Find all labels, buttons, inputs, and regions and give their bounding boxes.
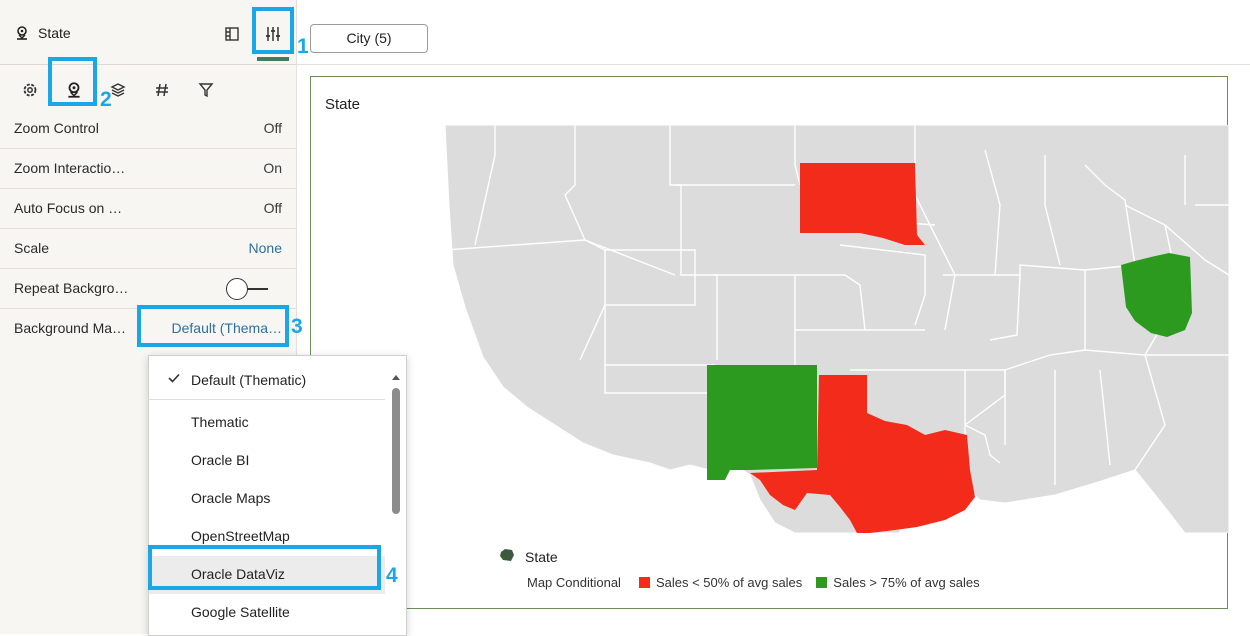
property-label: Auto Focus on … xyxy=(14,200,123,216)
panel-header: State xyxy=(0,0,296,65)
viz-title: State xyxy=(325,96,361,113)
property-label: Zoom Interactio… xyxy=(14,160,126,176)
legend-layer-label: State xyxy=(525,548,558,565)
property-row-scale[interactable]: Scale None xyxy=(0,229,296,269)
legend-layer-row: State xyxy=(499,547,558,566)
panel-title-text: State xyxy=(38,25,71,41)
option-label: Thematic xyxy=(191,414,249,430)
state-texas[interactable] xyxy=(750,375,975,533)
dropdown-option-oracle-maps[interactable]: Oracle Maps xyxy=(149,480,385,518)
callout-box-2 xyxy=(48,57,97,106)
background-map-select[interactable]: Default (Thema… xyxy=(171,320,282,336)
map-pin-icon xyxy=(14,25,30,41)
callout-number-2: 2 xyxy=(100,88,112,111)
option-label: Oracle Maps xyxy=(191,490,271,506)
map-pin-tab-icon[interactable] xyxy=(60,76,88,104)
callout-number-3: 3 xyxy=(291,315,303,338)
option-label: Default (Thematic) xyxy=(191,372,307,388)
dropdown-option-openstreetmap[interactable]: OpenStreetMap xyxy=(149,518,385,556)
scroll-up-arrow-icon[interactable] xyxy=(391,368,401,386)
filter-bar: City (5) xyxy=(296,0,1250,65)
property-value[interactable]: Off xyxy=(263,200,282,216)
state-borders xyxy=(445,125,1229,485)
layers-icon[interactable] xyxy=(104,76,132,104)
property-value[interactable]: Off xyxy=(263,120,282,136)
repeat-background-toggle[interactable] xyxy=(226,278,268,300)
callout-number-1: 1 xyxy=(297,35,309,58)
toggle-knob xyxy=(226,278,248,300)
active-tab-indicator xyxy=(257,57,289,61)
legend-swatch-low xyxy=(638,577,650,588)
background-map-dropdown[interactable]: Default (Thematic) Thematic Oracle BI Or… xyxy=(148,355,407,636)
map-visualization[interactable]: State xyxy=(310,76,1229,609)
legend-entry-low: Sales < 50% of avg sales xyxy=(655,575,803,590)
property-list: Zoom Control Off Zoom Interactio… On Aut… xyxy=(0,109,296,348)
property-row-zoom-control[interactable]: Zoom Control Off xyxy=(0,109,296,149)
property-label: Zoom Control xyxy=(14,120,99,136)
property-label: Background Ma… xyxy=(14,320,127,336)
toggle-track xyxy=(240,288,268,290)
dropdown-option-google-satellite[interactable]: Google Satellite xyxy=(149,594,385,632)
option-label: OpenStreetMap xyxy=(191,528,290,544)
filter-funnel-icon[interactable] xyxy=(192,76,220,104)
legend-entry-high: Sales > 75% of avg sales xyxy=(833,575,980,590)
state-ohio[interactable] xyxy=(1121,253,1192,337)
us-states-map[interactable] xyxy=(445,125,1229,533)
state-new-mexico[interactable] xyxy=(707,365,817,480)
property-value[interactable]: None xyxy=(248,240,282,256)
callout-number-4: 4 xyxy=(386,564,398,587)
legend-conditional-label: Map Conditional xyxy=(527,575,621,590)
property-tabs xyxy=(0,68,296,112)
number-format-hash-icon[interactable] xyxy=(148,76,176,104)
legend-conditional-row: Map Conditional Sales < 50% of avg sales… xyxy=(527,575,980,590)
checkmark-icon xyxy=(167,371,181,388)
property-label: Repeat Backgro… xyxy=(14,280,129,296)
option-label: Oracle BI xyxy=(191,452,250,468)
us-landmass xyxy=(445,125,1229,533)
property-row-auto-focus[interactable]: Auto Focus on … Off xyxy=(0,189,296,229)
legend-swatch-high xyxy=(816,577,828,588)
dropdown-option-default-thematic[interactable]: Default (Thematic) xyxy=(149,362,385,400)
property-value[interactable]: On xyxy=(263,160,282,176)
property-label: Scale xyxy=(14,240,50,256)
properties-sliders-icon[interactable] xyxy=(261,22,285,46)
dropdown-scrollbar-thumb[interactable] xyxy=(392,388,400,514)
state-south-dakota[interactable] xyxy=(800,163,925,245)
property-row-repeat-background[interactable]: Repeat Backgro… xyxy=(0,269,296,309)
option-label: Google Satellite xyxy=(191,604,290,620)
property-row-background-map[interactable]: Background Ma… Default (Thema… xyxy=(0,309,296,348)
panel-title: State xyxy=(14,25,71,41)
city-filter-pill[interactable]: City (5) xyxy=(310,24,428,53)
dropdown-separator xyxy=(149,399,385,400)
state-layer-icon xyxy=(499,547,515,566)
grammar-panel-icon[interactable] xyxy=(220,22,244,46)
callout-box-3 xyxy=(137,305,289,347)
property-row-zoom-interaction[interactable]: Zoom Interactio… On xyxy=(0,149,296,189)
callout-box-1 xyxy=(252,7,294,54)
callout-box-4 xyxy=(148,545,381,590)
dropdown-option-oracle-bi[interactable]: Oracle BI xyxy=(149,442,385,480)
option-label: Oracle DataViz xyxy=(191,566,285,582)
dropdown-option-thematic[interactable]: Thematic xyxy=(149,404,385,442)
general-settings-gear-icon[interactable] xyxy=(16,76,44,104)
